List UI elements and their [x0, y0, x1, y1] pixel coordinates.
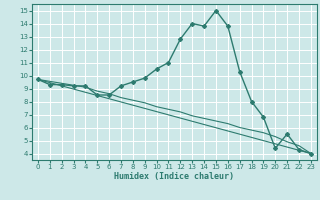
X-axis label: Humidex (Indice chaleur): Humidex (Indice chaleur) [115, 172, 234, 181]
